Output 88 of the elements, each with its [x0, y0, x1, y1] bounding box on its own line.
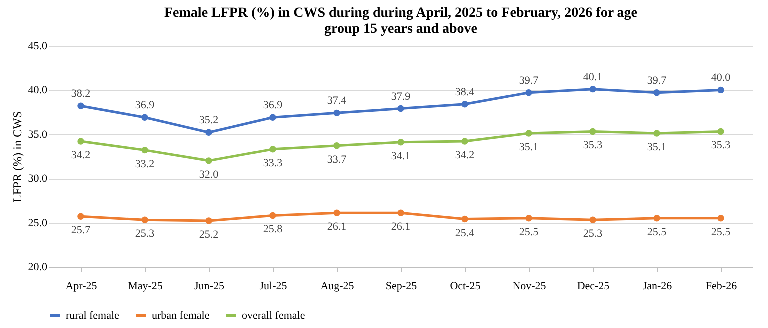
x-tick-label: Jan-26 — [642, 280, 673, 292]
point — [142, 146, 148, 154]
legend-label: urban female — [152, 310, 210, 322]
y-tick-label: 40.0 — [28, 84, 48, 97]
data-label: 37.4 — [327, 95, 348, 108]
y-tick-label: 30.0 — [28, 173, 48, 186]
point — [334, 210, 340, 216]
legend-label: rural female — [66, 310, 120, 322]
point — [78, 213, 84, 220]
point — [462, 216, 468, 223]
point — [78, 102, 84, 110]
x-tick-label: May-25 — [128, 280, 164, 292]
point — [462, 138, 468, 145]
data-label: 39.7 — [519, 74, 540, 87]
data-label: 35.3 — [711, 140, 732, 152]
data-label: 34.1 — [391, 150, 411, 162]
data-label: 35.1 — [519, 142, 539, 154]
point — [526, 90, 532, 96]
point — [334, 110, 340, 117]
x-tick-label: Nov-25 — [512, 280, 547, 292]
x-tick-label: Feb-26 — [706, 280, 738, 292]
legend-label: overall female — [242, 310, 306, 322]
data-label: 25.5 — [519, 226, 540, 238]
y-tick-label: 35.0 — [28, 128, 48, 141]
data-label: 33.7 — [327, 154, 348, 166]
data-label: 33.3 — [263, 157, 284, 170]
data-label: 38.2 — [71, 88, 91, 100]
point — [462, 100, 468, 108]
data-label: 25.4 — [455, 227, 476, 240]
x-tick-label: Aug-25 — [320, 280, 355, 292]
point — [334, 142, 340, 150]
data-label: 34.2 — [71, 149, 91, 162]
data-label: 26.1 — [391, 221, 411, 234]
point — [270, 146, 276, 153]
y-axis-title: LFPR (%) in CWS — [10, 111, 24, 203]
x-tick-label: Dec-25 — [577, 280, 610, 292]
x-tick-label: Jun-25 — [194, 280, 225, 292]
data-label: 40.1 — [583, 71, 603, 84]
point — [206, 158, 212, 164]
point — [526, 130, 532, 137]
data-label: 36.9 — [263, 100, 284, 112]
x-tick-label: Sep-25 — [386, 280, 418, 292]
y-tick-label: 25.0 — [28, 217, 48, 230]
data-label: 35.2 — [199, 114, 219, 127]
point — [398, 139, 404, 146]
x-tick-label: Oct-25 — [450, 280, 482, 292]
data-label: 25.3 — [135, 228, 156, 240]
point — [206, 218, 212, 224]
data-label: 39.7 — [647, 74, 668, 87]
point — [270, 114, 276, 121]
data-label: 35.1 — [647, 142, 667, 154]
point — [654, 90, 660, 96]
data-label: 25.3 — [583, 228, 604, 240]
point — [526, 215, 532, 222]
data-label: 38.4 — [455, 86, 476, 98]
data-label: 25.5 — [647, 226, 668, 238]
point — [206, 129, 212, 136]
point — [142, 216, 148, 224]
data-label: 25.8 — [263, 224, 284, 236]
data-label: 34.2 — [455, 149, 475, 162]
point — [654, 215, 660, 222]
chart-title: Female LFPR (%) in CWS during during April, 2025 to February, 2026 for age group 15 years and above — [164, 6, 638, 37]
point — [718, 215, 724, 222]
data-label: 40.0 — [711, 72, 732, 84]
data-label: 32.0 — [199, 168, 220, 181]
point — [78, 138, 84, 145]
point — [718, 86, 724, 94]
data-label: 36.9 — [135, 100, 156, 112]
point — [142, 114, 148, 121]
point — [590, 86, 596, 93]
y-tick-label: 20.0 — [28, 262, 48, 274]
point — [398, 210, 404, 216]
data-label: 25.2 — [199, 229, 219, 242]
data-label: 25.5 — [711, 226, 732, 238]
x-tick-label: Jul-25 — [260, 280, 288, 292]
point — [398, 105, 404, 112]
y-tick-label: 45.0 — [28, 40, 48, 52]
data-label: 25.7 — [71, 224, 92, 237]
data-label: 33.2 — [135, 158, 155, 170]
data-label: 26.1 — [327, 221, 347, 234]
point — [270, 212, 276, 220]
point — [590, 216, 596, 224]
data-label: 37.9 — [391, 90, 412, 103]
point — [718, 128, 724, 136]
point — [590, 128, 596, 136]
x-tick-label: Apr-25 — [66, 280, 98, 292]
data-label: 35.3 — [583, 140, 604, 152]
point — [654, 130, 660, 137]
